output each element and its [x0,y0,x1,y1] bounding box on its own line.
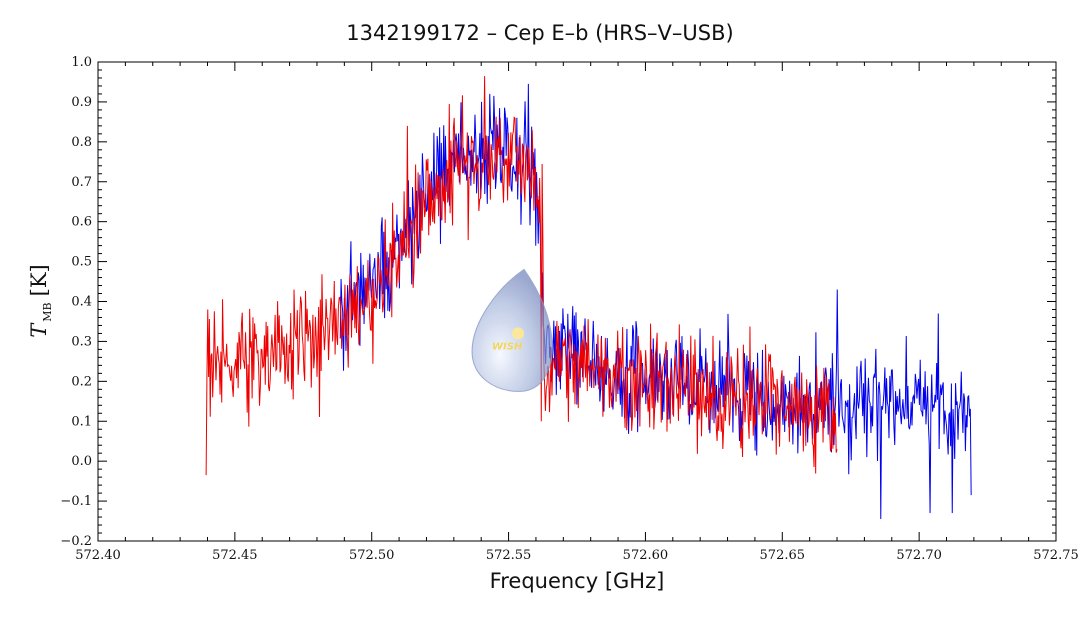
x-tick-label: 572.65 [760,548,806,563]
y-tick-label: 1.0 [71,55,92,70]
y-tick-label: 0.8 [71,135,92,150]
y-tick-label: 0.9 [71,95,92,110]
y-axis-subscript: MB [41,302,54,321]
chart-title: 1342199172 – Cep E–b (HRS–V–USB) [346,21,733,45]
y-tick-label: 0.5 [71,255,92,270]
series-layer [205,76,972,520]
y-tick-label: 0.1 [71,414,92,429]
y-tick-label: 0.3 [71,334,92,349]
y-tick-label: 0.6 [71,215,92,230]
x-tick-label: 572.50 [349,548,395,563]
y-axis-unit: [K] [27,264,51,296]
wish-logo-text: WISH [492,341,523,352]
series-line-2 [205,76,838,476]
x-axis-ticks: 572.40 572.45 572.50 572.55 572.60 572.65 572.… [75,62,1079,563]
plot-frame [97,61,1057,542]
y-tick-label: 0.4 [71,295,92,310]
x-tick-label: 572.70 [896,548,942,563]
x-tick-label: 572.75 [1033,548,1079,563]
x-tick-label: 572.45 [212,548,258,563]
wish-logo-watermark: WISH [471,268,553,392]
x-tick-label: 572.60 [623,548,669,563]
y-tick-label: 0.7 [71,175,92,190]
x-axis-label: Frequency [GHz] [490,569,665,593]
y-axis-ticks: −0.2 −0.1 0.0 0.1 0.2 0.3 0.4 0.5 0.6 0.7 0.8 0.9 1.… [60,55,1056,549]
y-tick-label: 0.0 [71,454,92,469]
x-tick-label: 572.40 [75,548,121,563]
wish-drop-icon [471,268,553,392]
wish-star-icon [512,327,525,340]
y-axis-symbol: T [27,322,51,338]
y-tick-label: 0.2 [71,374,92,389]
y-tick-label: −0.2 [60,534,92,549]
series-line-1 [339,83,972,520]
y-axis-label: TMB [K] [27,264,54,337]
y-tick-label: −0.1 [60,494,92,509]
x-tick-label: 572.55 [486,548,532,563]
